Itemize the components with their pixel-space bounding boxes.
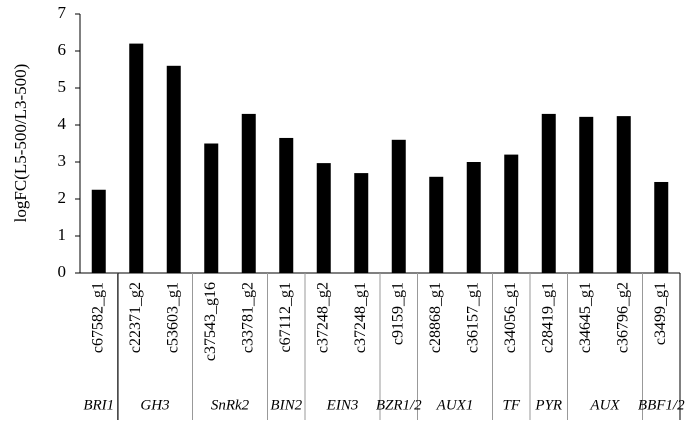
group-label: BIN2 — [270, 397, 302, 413]
y-tick-label: 5 — [58, 77, 67, 96]
x-tick-label: c3499_g1 — [652, 282, 669, 345]
group-label: PYR — [534, 397, 562, 413]
x-tick-label: c28868_g1 — [427, 282, 444, 353]
bar — [279, 137, 294, 273]
bar — [654, 181, 669, 273]
x-tick-label: c36157_g1 — [464, 282, 481, 353]
y-tick-label: 7 — [58, 3, 67, 22]
bar — [129, 43, 144, 273]
bar — [391, 139, 406, 273]
group-label: AUX — [589, 397, 620, 413]
bar — [616, 116, 631, 274]
bar — [166, 65, 181, 273]
group-label: BZR1/2 — [376, 397, 422, 413]
bar — [241, 113, 256, 274]
y-tick-label: 6 — [58, 40, 67, 59]
x-tick-label: c37248_g2 — [314, 282, 331, 353]
x-tick-label: c28419_g1 — [539, 282, 556, 353]
group-label: GH3 — [140, 397, 169, 413]
bar — [429, 176, 444, 273]
x-tick-label: c37543_g16 — [202, 282, 219, 361]
group-label: BBF1/2 — [638, 397, 685, 413]
x-tick-label: c53603_g1 — [164, 282, 181, 353]
group-label: TF — [502, 397, 520, 413]
x-tick-label: c37248_g1 — [352, 282, 369, 353]
bar — [466, 162, 481, 273]
bar — [91, 189, 106, 273]
group-label: AUX1 — [436, 397, 474, 413]
x-tick-label: c36796_g2 — [614, 282, 631, 353]
x-tick-label: c34645_g1 — [577, 282, 594, 353]
x-tick-label: c67112_g1 — [277, 282, 294, 353]
bar — [316, 163, 331, 273]
x-tick-label: c67582_g1 — [89, 282, 106, 353]
bar — [579, 116, 594, 273]
bar — [504, 154, 519, 273]
y-tick-label: 1 — [58, 225, 67, 244]
bar — [204, 143, 219, 273]
y-tick-label: 2 — [58, 188, 67, 207]
group-label: BRI1 — [83, 397, 114, 413]
x-tick-label: c9159_g1 — [389, 282, 406, 345]
y-axis-label: logFC(L5-500/L3-500) — [11, 64, 30, 223]
y-tick-label: 3 — [58, 151, 67, 170]
bar — [541, 113, 556, 274]
group-label: EIN3 — [326, 397, 359, 413]
y-tick-label: 4 — [58, 114, 67, 133]
x-tick-label: c22371_g2 — [127, 282, 144, 353]
y-tick-label: 0 — [58, 262, 67, 281]
x-tick-label: c34056_g1 — [502, 282, 519, 353]
x-tick-label: c33781_g2 — [239, 282, 256, 353]
bar — [354, 173, 369, 273]
group-label: SnRk2 — [211, 397, 250, 413]
